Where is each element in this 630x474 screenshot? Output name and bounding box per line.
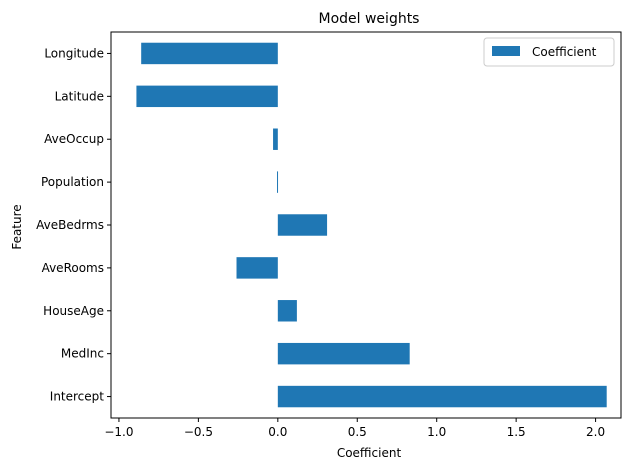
bar-latitude: [136, 85, 278, 108]
x-tick-label: 0.0: [268, 425, 287, 439]
y-tick-label: Longitude: [44, 46, 104, 60]
legend: Coefficient: [483, 37, 615, 67]
legend-box: [483, 37, 615, 67]
y-tick-label: MedInc: [61, 347, 104, 361]
y-tick-label: Intercept: [50, 390, 105, 404]
y-tick-label: AveBedrms: [36, 218, 104, 232]
bar-population: [277, 171, 279, 193]
x-tick-label: −0.5: [184, 425, 213, 439]
x-tick-label: 1.0: [427, 425, 446, 439]
y-tick-label: Latitude: [55, 89, 104, 103]
y-tick-label: AveOccup: [44, 132, 104, 146]
bar-intercept: [277, 385, 607, 408]
y-tick-label: AveRooms: [42, 261, 104, 275]
bar-aveoccup: [273, 128, 278, 150]
x-tick-label: 1.5: [507, 425, 526, 439]
bar-averooms: [236, 257, 278, 279]
y-tick-label: Population: [41, 175, 104, 189]
bar-houseage: [277, 300, 297, 322]
y-ticks: Intercept MedInc HouseAge AveRooms AveBedrms…: [36, 46, 111, 404]
x-tick-label: 0.5: [348, 425, 367, 439]
y-axis-label: Feature: [10, 204, 24, 249]
legend-swatch: [492, 46, 520, 56]
y-tick-label: HouseAge: [43, 304, 104, 318]
legend-label: Coefficient: [532, 45, 597, 59]
plot-frame: [110, 31, 622, 419]
bars-layer: [136, 42, 607, 408]
x-tick-label: −1.0: [104, 425, 133, 439]
bar-avebedrms: [277, 214, 328, 236]
x-ticks: −1.0 −0.5 0.0 0.5 1.0 1.5 2.0: [104, 418, 605, 439]
bar-longitude: [141, 42, 278, 65]
x-axis-label: Coefficient: [337, 446, 402, 460]
bar-medinc: [277, 342, 410, 365]
x-tick-label: 2.0: [586, 425, 605, 439]
chart-title: Model weights: [319, 11, 420, 27]
